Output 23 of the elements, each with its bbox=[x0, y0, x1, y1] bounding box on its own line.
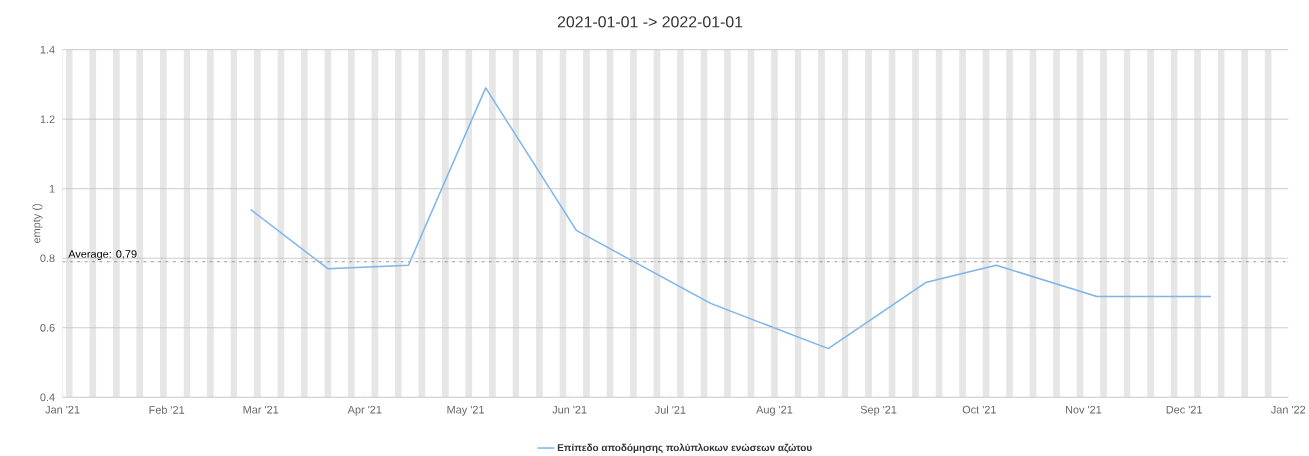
x-tick-label: Dec '21 bbox=[1166, 405, 1202, 414]
chart-title: 2021-01-01 -> 2022-01-01 bbox=[557, 15, 743, 28]
y-tick-label: 1 bbox=[49, 184, 55, 193]
x-tick-label: Apr '21 bbox=[347, 405, 382, 416]
y-tick-label: 1.4 bbox=[40, 45, 55, 54]
y-tick-label: 0.4 bbox=[40, 393, 55, 401]
x-tick-label: Sep '21 bbox=[860, 405, 897, 416]
ref-line-label: Average: 0,79 bbox=[68, 249, 137, 260]
x-tick-label: May '21 bbox=[447, 405, 484, 416]
y-axis-title: empty () bbox=[32, 203, 43, 243]
x-tick-label: Jun '21 bbox=[552, 405, 587, 414]
x-tick-label: Nov '21 bbox=[1065, 405, 1102, 414]
x-tick-label: Oct '21 bbox=[962, 405, 996, 414]
y-tick-label: 0.8 bbox=[40, 254, 55, 262]
legend-label: Επίπεδο αποδόμησης πολύπλοκων ενώσεων αζώτου bbox=[557, 443, 812, 453]
y-tick-label: 0.6 bbox=[40, 323, 55, 332]
x-tick-label: Feb '21 bbox=[149, 405, 185, 414]
x-tick-label: Jul '21 bbox=[654, 405, 686, 414]
x-tick-label: Jan '21 bbox=[45, 405, 80, 414]
x-tick-label: Aug '21 bbox=[756, 405, 793, 416]
y-tick-label: 1.2 bbox=[40, 115, 55, 123]
x-tick-label: Jan '22 bbox=[1270, 405, 1306, 414]
x-tick-label: Mar '21 bbox=[243, 405, 279, 414]
